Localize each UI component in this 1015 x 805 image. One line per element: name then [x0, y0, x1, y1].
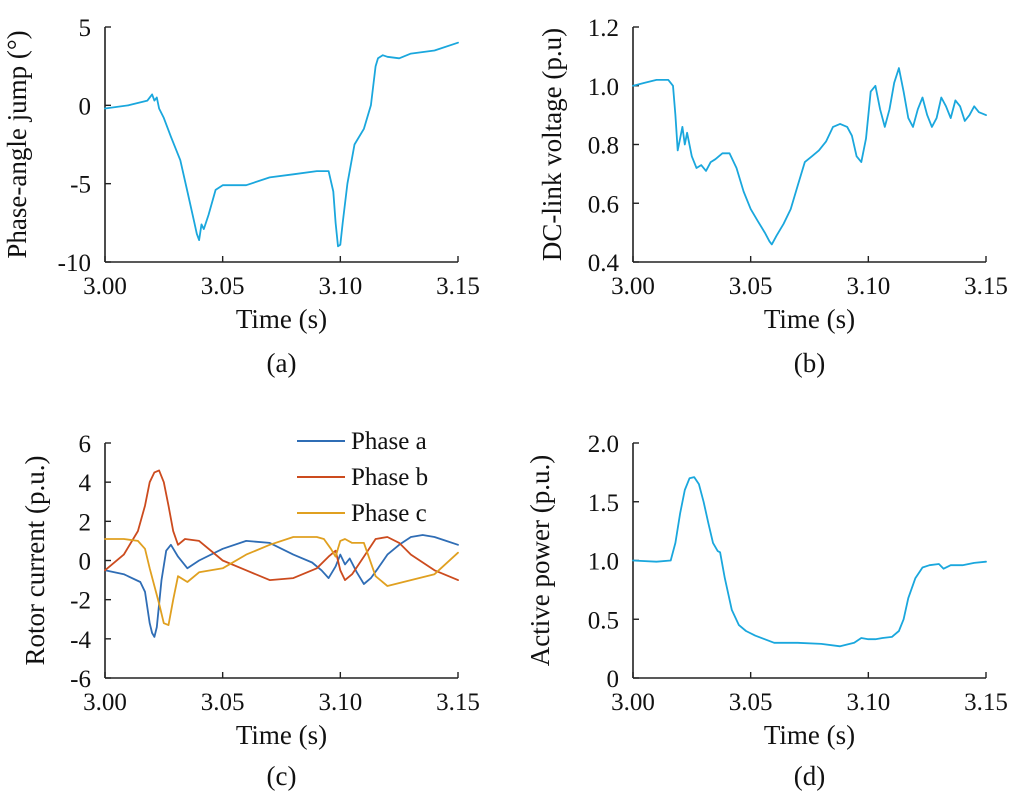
- x-tick-label: 3.00: [83, 273, 127, 300]
- panel-c: 3.00 3.05 3.10 3.15 6 4 2 0 -2 -4 -6 Time (s) Rotor …: [20, 428, 480, 791]
- x-axis-label: Time (s): [236, 304, 327, 334]
- y-tick-label: 0.5: [588, 607, 619, 634]
- x-tick-label: 3.00: [611, 689, 655, 716]
- y-tick-label: 0: [607, 666, 620, 693]
- y-tick-label: -10: [58, 250, 91, 277]
- x-tick-label: 3.05: [729, 273, 773, 300]
- y-tick-label: 4: [79, 470, 92, 497]
- series-line: [632, 67, 987, 246]
- y-tick-label: 1.0: [588, 74, 619, 101]
- x-tick-label: 3.05: [201, 273, 245, 300]
- x-axis-label: Time (s): [764, 720, 855, 750]
- x-tick-label: 3.00: [611, 273, 655, 300]
- y-tick-label: 2.0: [588, 431, 619, 458]
- x-tick-label: 3.05: [729, 689, 773, 716]
- y-tick-label: 5: [79, 15, 92, 42]
- y-tick-label: 0.6: [588, 191, 619, 218]
- x-tick-label: 3.15: [964, 689, 1008, 716]
- series-line: [632, 476, 987, 648]
- panel-b: 3.00 3.05 3.10 3.15 1.2 1.0 0.8 0.6 0.4 Time (s) D…: [537, 15, 1008, 378]
- y-tick-label: 0: [79, 549, 92, 576]
- panel-caption: (c): [267, 761, 297, 791]
- x-axis-label: Time (s): [236, 720, 327, 750]
- series-line: [104, 41, 459, 248]
- panel-caption: (a): [267, 348, 297, 378]
- y-tick-label: 6: [79, 431, 92, 458]
- x-tick-label: 3.10: [846, 689, 890, 716]
- legend-label: Phase c: [351, 500, 427, 527]
- panel-caption: (d): [794, 761, 825, 791]
- y-tick-label: -2: [70, 588, 91, 615]
- legend-label: Phase a: [351, 428, 427, 455]
- y-axis-label: DC-link voltage (p.u): [537, 28, 567, 261]
- y-tick-label: 1.0: [588, 549, 619, 576]
- y-tick-label: 1.2: [588, 15, 619, 42]
- panel-caption: (b): [794, 348, 825, 378]
- y-tick-label: -5: [70, 172, 91, 199]
- y-tick-label: 1.5: [588, 490, 619, 517]
- panel-d: 3.00 3.05 3.10 3.15 2.0 1.5 1.0 0.5 0 Time (s) Act…: [525, 431, 1008, 791]
- y-tick-label: -6: [70, 666, 91, 693]
- x-axis-label: Time (s): [764, 304, 855, 334]
- y-tick-label: 0.4: [588, 250, 620, 277]
- series-line-phase-a: [104, 534, 459, 638]
- y-tick-label: -4: [70, 627, 91, 654]
- y-tick-label: 0.8: [588, 133, 619, 160]
- legend-label: Phase b: [351, 464, 428, 491]
- panel-a: 3.00 3.05 3.10 3.15 5 0 -5 -10 Time (s) Phase-ang…: [2, 15, 480, 378]
- y-axis-label: Active power (p.u.): [525, 455, 555, 666]
- x-tick-label: 3.15: [964, 273, 1008, 300]
- x-tick-label: 3.15: [436, 273, 480, 300]
- y-axis-label: Phase-angle jump (°): [2, 30, 32, 258]
- y-axis-label: Rotor current (p.u.): [20, 456, 50, 666]
- x-tick-label: 3.00: [83, 689, 127, 716]
- x-tick-label: 3.10: [846, 273, 890, 300]
- x-tick-label: 3.10: [318, 273, 362, 300]
- x-tick-label: 3.15: [436, 689, 480, 716]
- y-tick-label: 2: [79, 509, 92, 536]
- series-line-phase-c: [104, 536, 459, 626]
- series-line-phase-b: [104, 469, 459, 581]
- x-tick-label: 3.10: [318, 689, 362, 716]
- x-tick-label: 3.05: [201, 689, 245, 716]
- y-tick-label: 0: [79, 93, 92, 120]
